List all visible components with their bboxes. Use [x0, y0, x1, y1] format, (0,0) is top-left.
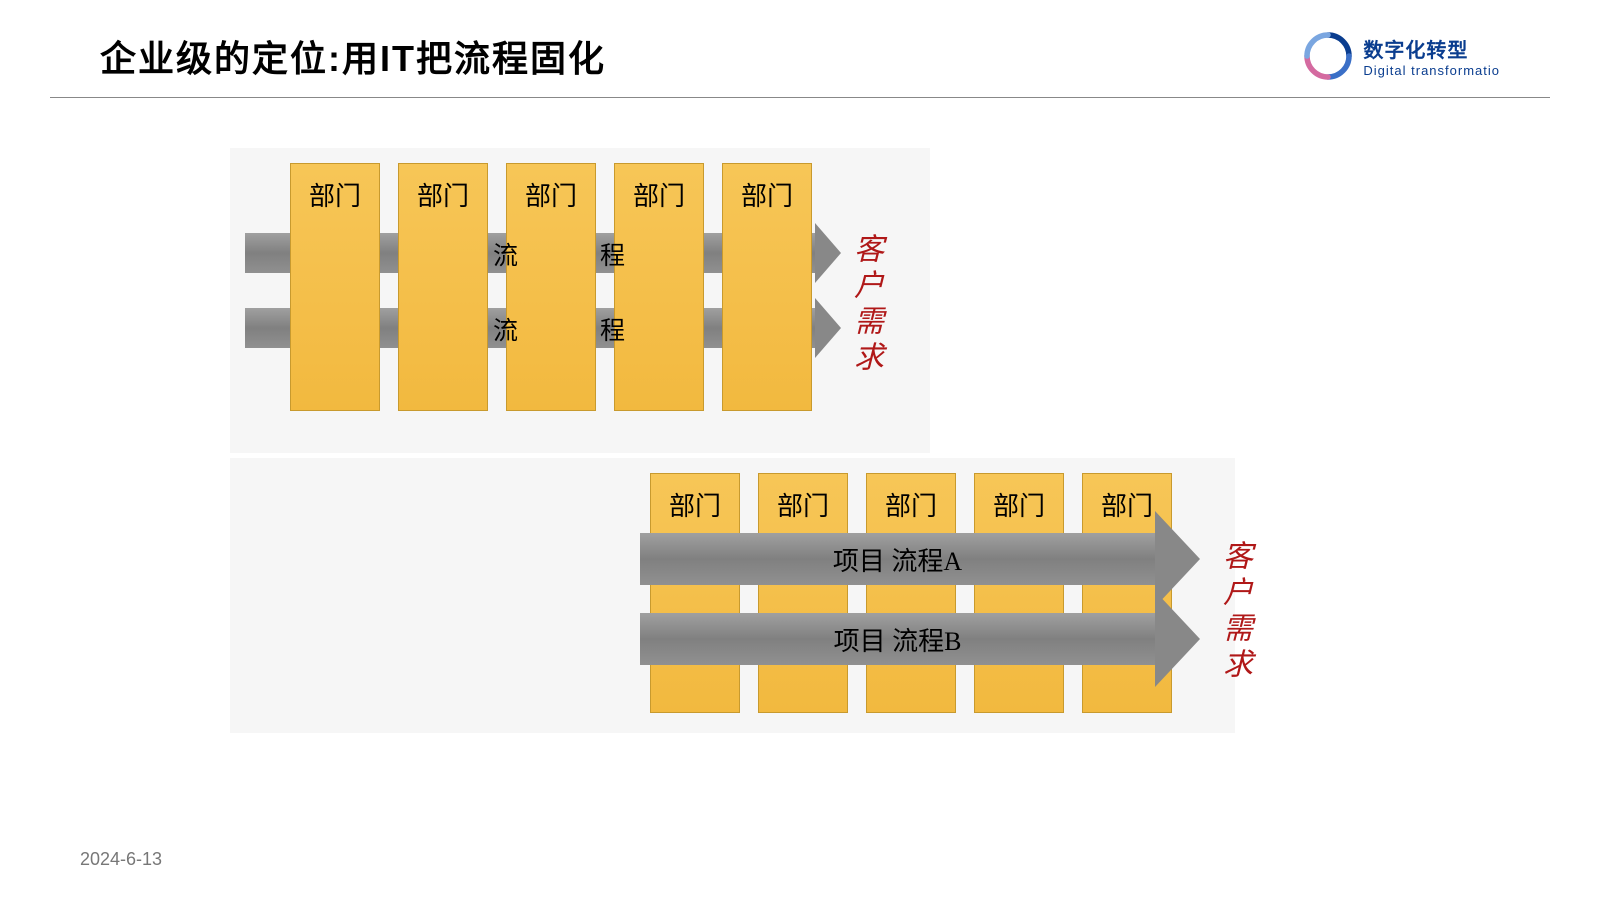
logo-cn: 数字化转型 — [1363, 34, 1500, 63]
arrow-head-icon — [815, 298, 841, 358]
dept-box: 部门 — [974, 473, 1064, 713]
flow-fragment: 流 — [493, 236, 518, 272]
flow-fragment: 程 — [600, 311, 625, 347]
dept-box: 部门 — [614, 163, 704, 411]
process-arrow: 项目 流程B — [640, 613, 1155, 665]
customer-demand-label: 客户需求 — [843, 233, 887, 377]
footer-date: 2024-6-13 — [80, 849, 162, 870]
slide-title: 企业级的定位:用IT把流程固化 — [100, 30, 606, 82]
logo-icon — [1303, 31, 1353, 81]
flow-fragment: 流 — [493, 311, 518, 347]
slide-header: 企业级的定位:用IT把流程固化 数字化转型 Digital transforma… — [50, 0, 1550, 98]
logo-block: 数字化转型 Digital transformatio — [1303, 31, 1500, 81]
dept-box: 部门 — [290, 163, 380, 411]
diagram-canvas: 部门部门部门部门部门流程流程客户需求部门部门部门部门部门项目 流程A项目 流程B… — [0, 98, 1600, 798]
logo-en: Digital transformatio — [1363, 63, 1500, 78]
dept-box: 部门 — [506, 163, 596, 411]
arrow-head-icon — [815, 223, 841, 283]
customer-demand-label: 客户需求 — [1212, 540, 1256, 684]
flow-fragment: 程 — [600, 236, 625, 272]
dept-box: 部门 — [650, 473, 740, 713]
dept-box: 部门 — [398, 163, 488, 411]
dept-box: 部门 — [866, 473, 956, 713]
arrow-head-icon — [1155, 591, 1200, 687]
process-arrow: 项目 流程A — [640, 533, 1155, 585]
dept-box: 部门 — [722, 163, 812, 411]
dept-box: 部门 — [758, 473, 848, 713]
logo-text: 数字化转型 Digital transformatio — [1363, 34, 1500, 78]
